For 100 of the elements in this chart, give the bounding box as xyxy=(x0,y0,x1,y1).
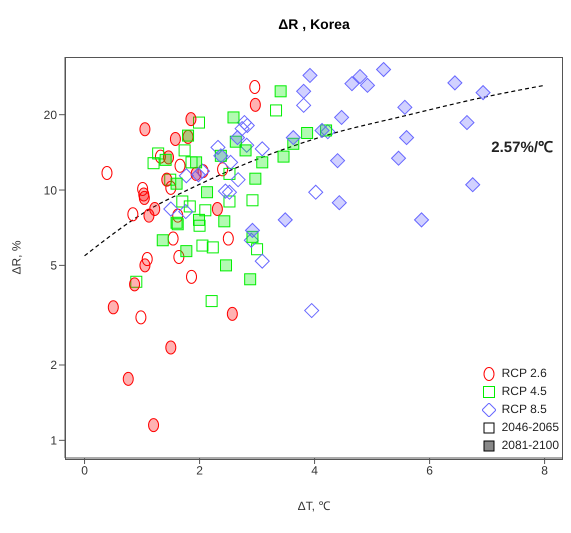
point xyxy=(149,202,160,216)
point xyxy=(414,212,430,228)
point xyxy=(447,75,462,90)
point xyxy=(239,138,254,153)
point xyxy=(391,150,406,166)
point xyxy=(138,190,150,205)
point xyxy=(192,214,205,226)
x-axis-title: ΔT, ℃ xyxy=(298,499,330,513)
point xyxy=(192,116,205,129)
point xyxy=(190,156,202,168)
point xyxy=(210,140,226,155)
point xyxy=(163,201,178,216)
y-tick-label: 2 xyxy=(50,358,58,372)
point xyxy=(194,164,210,179)
point xyxy=(270,104,282,116)
point xyxy=(222,232,234,246)
point xyxy=(249,172,262,185)
point xyxy=(246,194,258,206)
point xyxy=(174,158,186,173)
point xyxy=(286,130,301,146)
point xyxy=(218,184,233,199)
point xyxy=(314,122,330,138)
point xyxy=(185,112,196,126)
point xyxy=(465,177,480,192)
x-tick-label: 6 xyxy=(426,464,434,478)
point xyxy=(251,243,264,256)
point xyxy=(190,167,206,182)
point xyxy=(122,372,134,386)
point xyxy=(180,245,192,258)
point xyxy=(130,276,142,288)
point xyxy=(160,154,172,166)
point xyxy=(240,144,252,156)
point xyxy=(194,220,206,232)
point xyxy=(142,252,153,266)
point xyxy=(304,303,320,318)
point xyxy=(254,254,270,269)
annotation: 2046-2065 xyxy=(502,420,559,434)
point xyxy=(178,168,194,184)
point xyxy=(178,144,191,156)
point xyxy=(302,68,318,83)
legend-label: RCP 2.6 xyxy=(502,366,547,380)
point xyxy=(170,132,181,146)
point xyxy=(236,115,252,130)
point xyxy=(164,174,176,186)
point xyxy=(222,184,237,200)
point xyxy=(139,258,150,272)
point xyxy=(199,204,212,216)
point xyxy=(165,340,176,354)
x-tick-label: 8 xyxy=(541,464,548,478)
point xyxy=(212,202,223,216)
point xyxy=(223,195,236,208)
point xyxy=(173,250,184,264)
point xyxy=(274,85,287,98)
point xyxy=(256,156,268,168)
point xyxy=(244,273,256,286)
point xyxy=(178,204,194,220)
point xyxy=(206,295,218,308)
point xyxy=(230,172,246,188)
point xyxy=(240,118,255,134)
point xyxy=(218,215,230,228)
legend-label: RCP 4.5 xyxy=(502,384,547,398)
point xyxy=(223,154,238,170)
point xyxy=(156,234,169,246)
point xyxy=(148,418,160,432)
chart-title: ΔR , Korea xyxy=(278,16,350,32)
point xyxy=(344,76,360,92)
point xyxy=(296,98,312,113)
point xyxy=(249,80,260,94)
y-axis-title: ΔR, % xyxy=(9,240,24,275)
point xyxy=(165,180,176,195)
point xyxy=(154,150,166,164)
point xyxy=(152,147,164,160)
point xyxy=(186,270,198,284)
point xyxy=(220,259,232,272)
point xyxy=(308,184,324,200)
point xyxy=(101,166,112,180)
point xyxy=(278,150,290,163)
point xyxy=(201,186,214,198)
point xyxy=(459,115,474,130)
x-tick-label: 4 xyxy=(311,464,318,478)
point xyxy=(352,69,368,84)
point xyxy=(172,208,184,223)
point xyxy=(332,195,347,210)
point xyxy=(320,124,336,140)
point xyxy=(334,110,350,125)
point xyxy=(168,232,179,246)
point xyxy=(206,241,219,254)
annotation: 2.57%/℃ xyxy=(491,139,553,156)
point xyxy=(244,222,260,238)
y-tick-label: 20 xyxy=(44,108,58,122)
point xyxy=(217,162,228,176)
point xyxy=(360,78,375,93)
annotation: 2081-2100 xyxy=(502,438,559,452)
x-tick-label: 2 xyxy=(196,464,204,478)
point xyxy=(234,121,250,136)
legend-label: RCP 8.5 xyxy=(502,402,547,416)
point xyxy=(399,130,414,146)
point xyxy=(301,126,314,139)
point xyxy=(127,207,138,222)
point xyxy=(137,182,148,196)
